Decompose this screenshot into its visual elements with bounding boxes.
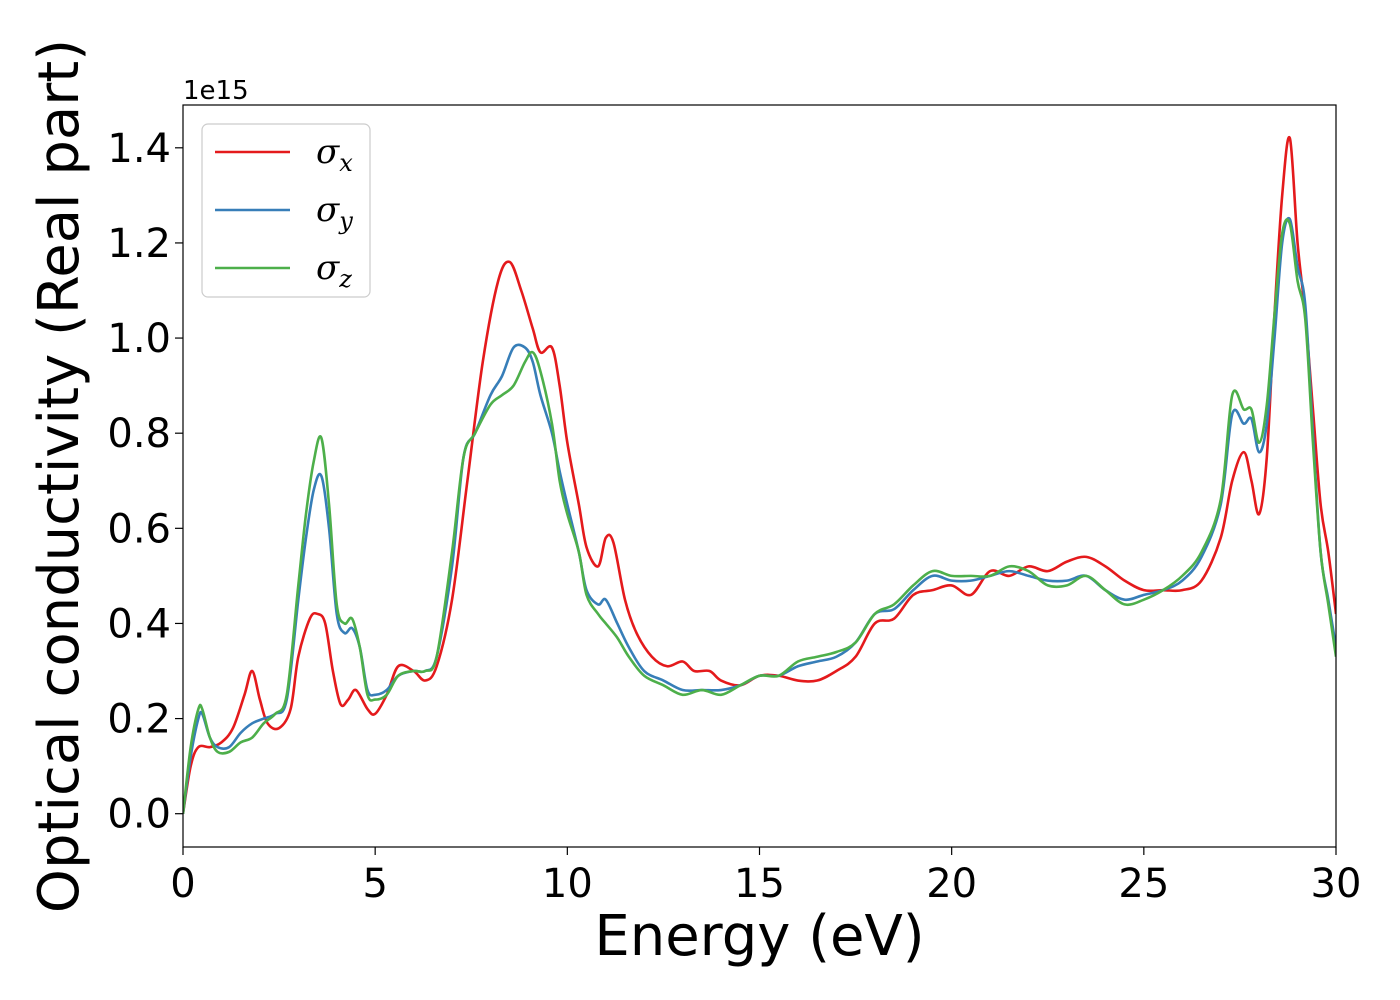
legend-subscript: z <box>338 265 352 293</box>
legend-label-x: σx <box>316 132 353 177</box>
series-line-x <box>183 135 1336 814</box>
y-tick-label: 0.2 <box>107 697 171 743</box>
x-tick-label: 5 <box>362 861 387 907</box>
y-tick-label: 0.0 <box>107 792 171 838</box>
legend-subscript: y <box>338 207 353 235</box>
y-tick-label: 0.8 <box>107 411 171 457</box>
x-axis-title: Energy (eV) <box>594 904 924 969</box>
y-axis: 0.0 0.2 0.4 0.6 0.8 1.0 1.2 1.4 <box>107 126 183 838</box>
x-tick-label: 30 <box>1311 861 1362 907</box>
x-tick-label: 10 <box>542 861 593 907</box>
legend-subscript: x <box>339 149 353 177</box>
y-tick-label: 1.2 <box>107 221 171 267</box>
x-tick-label: 25 <box>1118 861 1169 907</box>
legend-symbol: σ <box>316 190 340 230</box>
y-tick-label: 1.4 <box>107 126 171 172</box>
legend-label-z: σz <box>316 248 352 293</box>
y-axis-title: Optical conductivity (Real part) <box>27 39 92 913</box>
series-layer <box>183 135 1336 814</box>
x-axis: 0 5 10 15 20 25 30 <box>170 847 1361 907</box>
y-offset-label: 1e15 <box>183 76 249 106</box>
y-tick-label: 0.4 <box>107 601 171 647</box>
x-tick-label: 15 <box>734 861 785 907</box>
series-line-z <box>183 218 1336 814</box>
x-tick-label: 20 <box>926 861 977 907</box>
y-tick-label: 1.0 <box>107 316 171 362</box>
x-tick-label: 0 <box>170 861 195 907</box>
y-tick-label: 0.6 <box>107 506 171 552</box>
legend-symbol: σ <box>316 132 340 172</box>
legend-symbol: σ <box>316 248 340 288</box>
series-line-y <box>183 216 1336 814</box>
legend-label-y: σy <box>316 190 353 235</box>
